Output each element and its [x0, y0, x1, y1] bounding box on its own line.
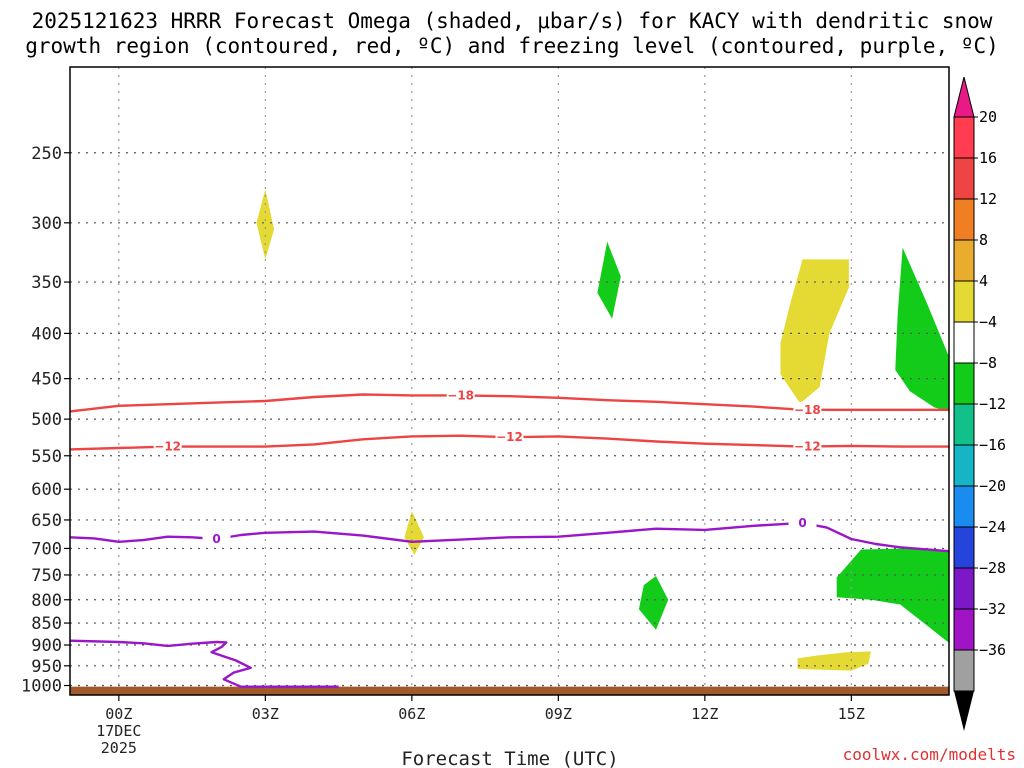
y-tick-label: 350	[31, 273, 62, 293]
freezing-level-0c-contour	[69, 521, 950, 553]
dgz-12-contour-label-bg	[495, 429, 524, 446]
colorbar-label: 20	[979, 108, 997, 126]
plot-frame	[69, 66, 950, 696]
y-tick-label: 300	[31, 214, 62, 234]
colorbar-swatch	[953, 444, 975, 487]
credit-text: coolwx.com/modelts	[843, 745, 1016, 764]
omega-yellow-300	[256, 189, 275, 260]
colorbar-label: −32	[979, 600, 1006, 618]
x-tick-label: 03Z	[252, 705, 279, 723]
y-tick-label: 900	[31, 636, 62, 656]
y-tick-label: 1000	[21, 677, 62, 697]
colorbar-swatch	[953, 239, 975, 282]
y-tick-label: 550	[31, 447, 62, 467]
colorbar-label: 4	[979, 272, 988, 290]
y-tick-label: 750	[31, 566, 62, 586]
y-tick-label: 850	[31, 614, 62, 634]
colorbar-label: −8	[979, 354, 997, 372]
ground-surface	[70, 686, 949, 695]
colorbar-swatch	[953, 116, 975, 159]
colorbar-bottom-arrow	[954, 691, 974, 731]
colorbar-label: 8	[979, 231, 988, 249]
y-tick-label: 800	[31, 591, 62, 611]
colorbar-swatch	[953, 198, 975, 241]
x-tick-label: 12Z	[691, 705, 718, 723]
x-tick-label: 09Z	[545, 705, 572, 723]
y-tick-label: 500	[31, 410, 62, 430]
chart-title-line-1: 2025121623 HRRR Forecast Omega (shaded, …	[32, 9, 993, 33]
x-tick-date-label: 17DEC	[96, 722, 141, 740]
colorbar-label: −12	[979, 395, 1006, 413]
freezing-level-0c-contour-label-bg	[788, 514, 817, 531]
contour-lines: −18 −18 −12 −12 −12 0 0	[69, 387, 950, 688]
y-tick-label: 450	[31, 370, 62, 390]
dgz-18-contour-label-bg	[793, 401, 822, 418]
y-tick-label: 250	[31, 144, 62, 164]
ground-layer	[70, 686, 949, 695]
colorbar-swatch	[953, 403, 975, 446]
colorbar-label: −36	[979, 641, 1006, 659]
colorbar-label: −28	[979, 559, 1006, 577]
colorbar-label: −16	[979, 436, 1006, 454]
colorbar-swatch	[953, 608, 975, 651]
x-tick-label: 00Z	[105, 705, 132, 723]
x-tick-label: 15Z	[838, 705, 865, 723]
dgz-18-contour-label: −18	[447, 388, 474, 402]
y-tick-label: 600	[31, 480, 62, 500]
colorbar: 20 16 12 8 4 −4 −8 −12 −16 −20 −24 −28 −32 −36	[953, 76, 1006, 731]
dgz-18-contour-label: −18	[794, 403, 821, 417]
colorbar-top-arrow	[953, 76, 975, 118]
colorbar-label: 12	[979, 190, 997, 208]
gridlines	[70, 67, 949, 695]
freezing-level-0c-contour-label-bg	[202, 530, 231, 547]
x-axis-title: Forecast Time (UTC)	[401, 748, 618, 768]
y-tick-label: 650	[31, 511, 62, 531]
freezing-level-0c-lower-contour	[69, 639, 339, 688]
omega-green-350	[597, 241, 621, 319]
omega-yellow-400	[780, 259, 849, 404]
y-tick-label: 950	[31, 657, 62, 677]
freezing-level-0c-contour-label: 0	[212, 532, 220, 546]
dgz-18-contour-label-bg	[446, 387, 475, 404]
colorbar-label: −4	[979, 313, 997, 331]
colorbar-swatch	[953, 321, 975, 364]
colorbar-label: −20	[979, 477, 1006, 495]
colorbar-swatch	[953, 362, 975, 405]
colorbar-swatch	[953, 649, 975, 692]
omega-yellow-675	[404, 511, 424, 555]
y-tick-label: 700	[31, 539, 62, 559]
colorbar-label: −24	[979, 518, 1006, 536]
dgz-12-contour-label: −12	[794, 440, 821, 454]
y-axis: 2503003504004505005506006507007508008509…	[21, 144, 70, 697]
dgz-12-contour-label: −12	[496, 430, 523, 444]
omega-shading	[256, 189, 949, 671]
omega-green-800	[638, 576, 669, 630]
y-tick-label: 400	[31, 324, 62, 344]
chart-title-line-2: growth region (contoured, red, ºC) and f…	[25, 34, 999, 58]
colorbar-label: 16	[979, 149, 997, 167]
omega-yellow-935	[797, 651, 871, 671]
colorbar-swatch	[953, 280, 975, 323]
x-tick-year-label: 2025	[101, 739, 137, 757]
dgz-12-contour-label-bg	[153, 438, 182, 455]
colorbar-swatch	[953, 567, 975, 610]
colorbar-swatch	[953, 157, 975, 200]
colorbar-swatch	[953, 485, 975, 528]
x-tick-label: 06Z	[398, 705, 425, 723]
dgz-12-contour-label: −12	[154, 440, 181, 454]
freezing-level-0c-contour-label: 0	[798, 516, 806, 530]
omega-green-400	[895, 247, 949, 412]
colorbar-swatch	[953, 526, 975, 569]
dgz-12-contour-label-bg	[793, 438, 822, 455]
omega-green-775	[836, 548, 949, 643]
